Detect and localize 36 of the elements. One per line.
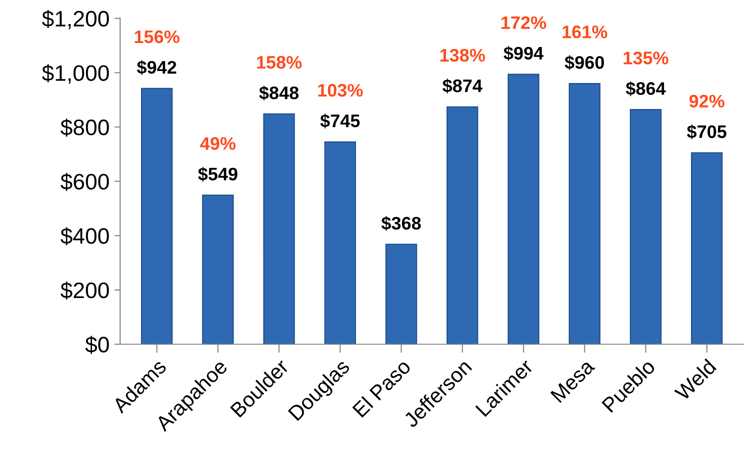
y-tick-label: $200 [60,282,109,300]
data-label: $960 [564,55,604,70]
data-label: $368 [381,216,421,231]
annotation: 161% [562,26,608,38]
data-label: $549 [198,166,238,182]
data-label: $994 [504,46,544,61]
bar [568,82,600,344]
y-tick-label: $400 [60,227,109,246]
bar [446,106,478,344]
bar [263,113,295,344]
data-label: $864 [626,81,666,96]
annotation: 135% [624,52,668,64]
bar [202,194,234,344]
annotation: 158% [257,56,302,69]
bar [140,88,173,344]
annotation: 172% [502,16,546,30]
data-label: $745 [320,114,360,128]
data-label: $848 [259,86,299,100]
annotation: 92% [689,94,724,108]
annotation: 103% [318,84,363,97]
bar [385,244,418,344]
data-label: $942 [136,60,176,75]
bar [690,152,723,344]
y-tick-label: $1,200 [42,10,109,30]
annotation: 156% [134,30,180,44]
bar [508,74,540,344]
bar [324,141,356,344]
data-label: $874 [442,78,482,94]
y-tick-label: $1,000 [42,64,109,84]
annotation: 138% [440,48,485,62]
data-label: $705 [686,124,726,140]
annotation: 49% [200,137,236,150]
y-tick-label: $800 [60,118,109,137]
y-tick-label: $0 [85,336,109,354]
bar [630,109,662,344]
y-tick-label: $600 [60,172,109,191]
